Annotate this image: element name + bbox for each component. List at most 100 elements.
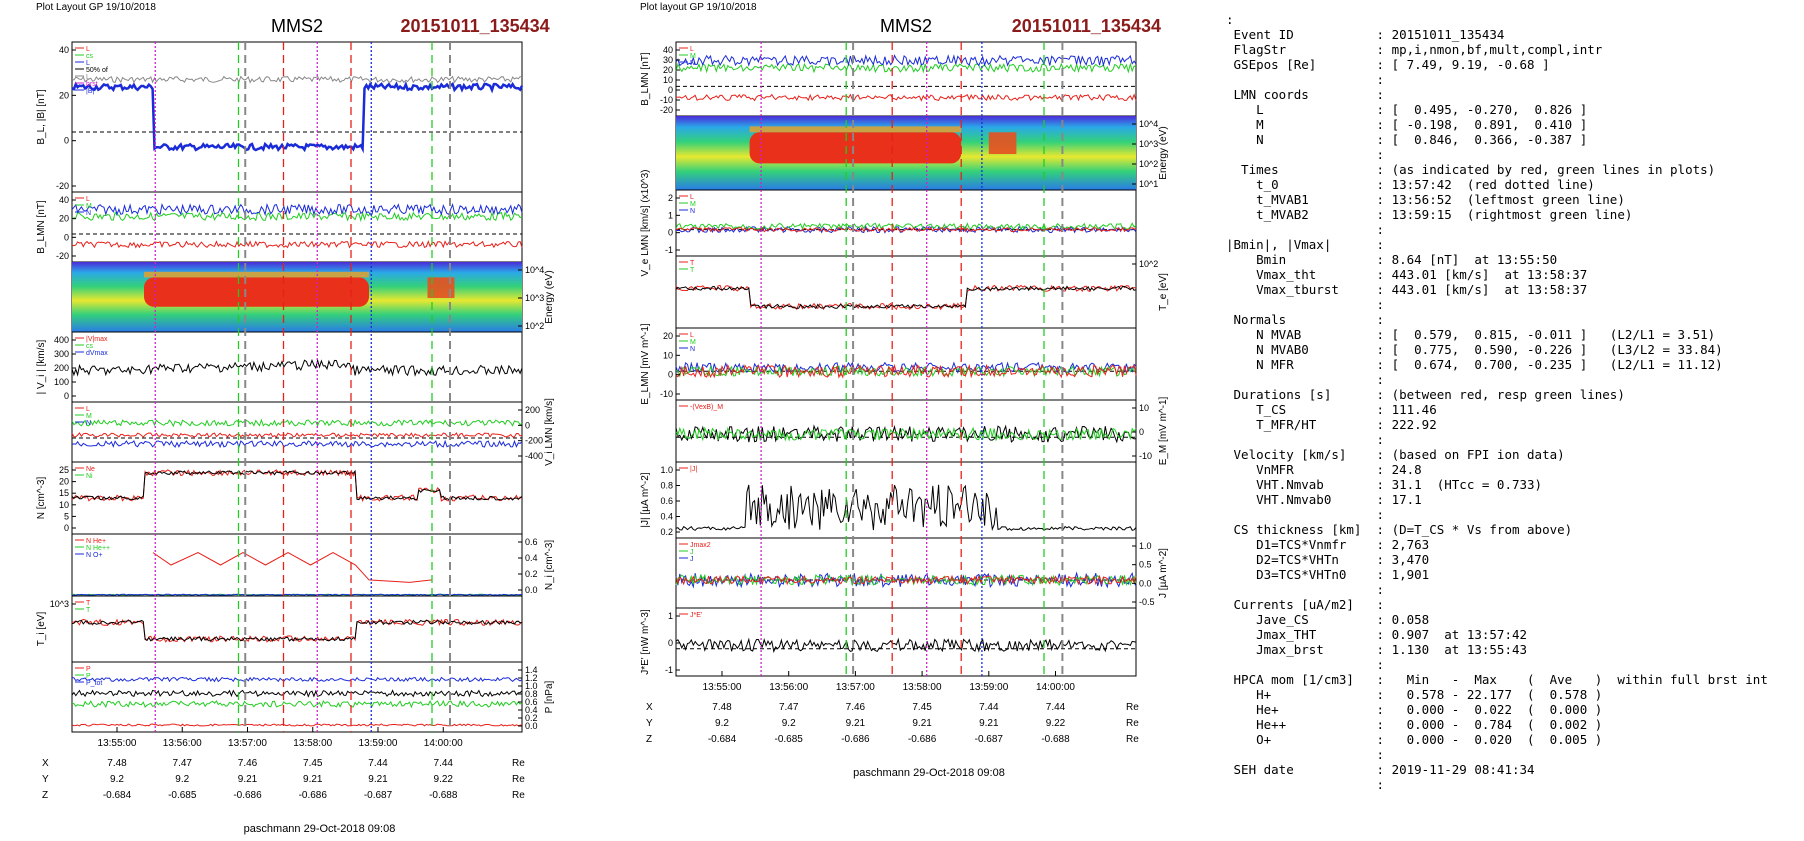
right-trace-E-2 — [675, 363, 1137, 379]
left-tick-label: 400 — [54, 335, 69, 345]
left-pos-value: 9.2 — [175, 774, 189, 785]
left-panel-Vi — [71, 331, 523, 403]
info-line: FlagStr : mp,i,nmon,bf,mult,compl,intr — [1226, 42, 1603, 57]
right-tick-label: 30 — [663, 55, 673, 65]
info-line: T_MFR/HT : 222.92 — [1226, 417, 1437, 432]
right-tick-label: 20 — [663, 65, 673, 75]
info-line: |Bmin|, |Vmax| : — [1226, 237, 1385, 252]
left-tick-label: 0 — [64, 232, 69, 242]
info-line: D3=TCS*VHTn0 : 1,901 — [1226, 567, 1430, 582]
left-tick-label-right: 0.6 — [525, 697, 538, 707]
left-pos-value: 7.44 — [368, 758, 388, 769]
right-ylabel-right-EM: E_M [mV m^-1] — [1158, 396, 1169, 465]
right-tick-label-right: 10 — [1139, 403, 1149, 413]
left-trace-BLMN-2 — [71, 240, 523, 249]
right-tick-label: 0.4 — [660, 512, 673, 522]
left-tick-label-right: 200 — [525, 405, 540, 415]
left-time-label: 13:56:00 — [163, 738, 202, 749]
right-tick-label-right: -10 — [1139, 451, 1152, 461]
left-tick-label-right: 0.4 — [525, 553, 538, 563]
right-tick-label-right: 0.5 — [1139, 560, 1152, 570]
left-spectrogram-hot2 — [427, 277, 455, 298]
info-line: Currents [uA/m2] : — [1226, 597, 1385, 612]
left-panel-ViLMN — [71, 401, 523, 463]
left-trace-P-3 — [71, 723, 523, 727]
left-tick-label-right: 0.0 — [525, 585, 538, 595]
right-pos-value: -0.687 — [975, 734, 1004, 745]
left-legend-label: M — [86, 203, 92, 210]
right-tick-label: 0 — [668, 638, 673, 648]
info-line: N : [ 0.846, 0.366, -0.387 ] — [1226, 132, 1588, 147]
right-legend-label: Jmax2 — [690, 542, 711, 549]
left-trace-Vi-0 — [71, 358, 523, 377]
left-pos-value: -0.688 — [429, 790, 458, 801]
left-legend-label: T — [86, 600, 91, 607]
right-tick-label: 10 — [663, 75, 673, 85]
right-pos-value: 9.22 — [1046, 718, 1066, 729]
left-tick-label: -20 — [56, 181, 69, 191]
right-legend-label: M — [690, 339, 696, 346]
right-legend-label: L — [690, 46, 694, 53]
right-pos-value: 9.21 — [846, 718, 866, 729]
info-line: Jave_CS : 0.058 — [1226, 612, 1430, 627]
left-pos-value: 7.47 — [173, 758, 193, 769]
right-ylabel-Ve: V_e LMN [km/s] (x10^3) — [640, 170, 651, 277]
left-legend-label: L — [86, 74, 90, 81]
left-trace-Ni-0 — [152, 552, 433, 583]
info-line: T_CS : 111.46 — [1226, 402, 1437, 417]
left-trace-B-1 — [71, 81, 524, 154]
left-trace-P-2 — [71, 689, 523, 698]
left-tick-label: 20 — [59, 214, 69, 224]
left-tick-label-right: 0.4 — [525, 705, 538, 715]
left-tick-label: 300 — [54, 349, 69, 359]
right-pos-label: Z — [646, 734, 652, 745]
right-legend-label: J*E' — [690, 612, 702, 619]
info-line: Event ID : 20151011_135434 — [1226, 27, 1505, 42]
right-pos-unit: Re — [1126, 702, 1139, 713]
right-pos-value: 9.2 — [782, 718, 796, 729]
left-ylabel-right-ViLMN: V_i LMN [km/s] — [544, 398, 555, 466]
right-tick-label: 20 — [663, 331, 673, 341]
info-line: D1=TCS*Vnmfr : 2,763 — [1226, 537, 1430, 552]
left-trace-ViLMN-2 — [71, 432, 523, 438]
right-tick-label-right: 10^2 — [1139, 259, 1158, 269]
right-trace-J-2 — [675, 574, 1137, 586]
left-legend-label: cs — [86, 53, 94, 60]
right-legend-label: M — [690, 201, 696, 208]
left-legend-label: cs — [86, 343, 94, 350]
left-spacecraft-title: MMS2 — [271, 16, 323, 36]
left-time-label: 13:58:00 — [293, 738, 332, 749]
right-trace-Ve-0 — [675, 225, 1137, 234]
left-pos-value: 7.45 — [303, 758, 323, 769]
info-line: SEH date : 2019-11-29 08:41:34 — [1226, 762, 1535, 777]
right-panel-JE — [675, 607, 1137, 677]
right-ylabel-Jmag: |J| [µA m^-2] — [640, 472, 651, 527]
left-tick-label-right: -400 — [525, 451, 543, 461]
right-tick-label: 0 — [668, 85, 673, 95]
right-tick-label-right: -0.5 — [1139, 597, 1155, 607]
left-ylabel-Ti: T_i [eV] — [36, 612, 47, 647]
right-time-label: 14:00:00 — [1036, 682, 1075, 693]
info-line: Vmax_tburst : 443.01 [km/s] at 13:58:37 — [1226, 282, 1588, 297]
left-trace-P-0 — [71, 676, 523, 683]
left-legend-label: L — [86, 60, 90, 67]
right-spacecraft-title: MMS2 — [880, 16, 932, 36]
info-line: Jmax_THT : 0.907 at 13:57:42 — [1226, 627, 1528, 642]
right-panel-E — [675, 327, 1137, 401]
right-pos-value: 9.21 — [912, 718, 932, 729]
left-tick-label-right: 0.0 — [525, 721, 538, 731]
right-tick-label: 1.0 — [660, 465, 673, 475]
right-pos-value: -0.686 — [841, 734, 870, 745]
info-line: VnMFR : 24.8 — [1226, 462, 1422, 477]
right-trace-BLMN-0 — [675, 62, 1137, 74]
left-pos-value: 9.21 — [303, 774, 323, 785]
right-plot-layout-label: Plot layout GP 19/10/2018 — [640, 2, 757, 13]
right-tick-label: 1 — [668, 210, 673, 220]
left-trace-N-1 — [71, 469, 523, 501]
left-time-label: 14:00:00 — [424, 738, 463, 749]
left-tick-label: 40 — [59, 45, 69, 55]
left-tick-label: 40 — [59, 195, 69, 205]
right-legend-label: T — [690, 260, 695, 267]
right-legend-label: T — [690, 267, 695, 274]
right-trace-EM-1 — [675, 426, 1137, 442]
